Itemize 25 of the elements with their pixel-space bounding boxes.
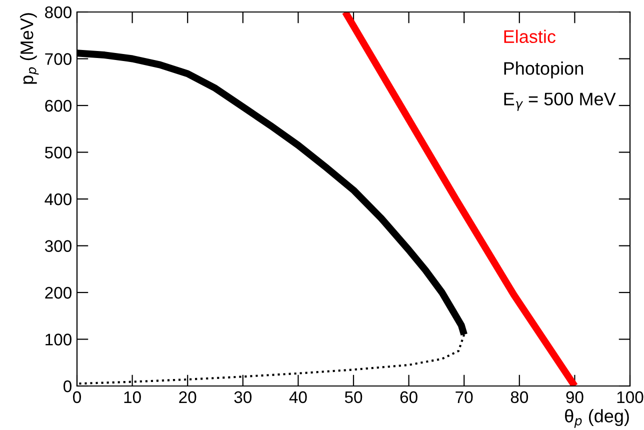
y-tick-label: 500 <box>45 146 72 158</box>
y-tick-label: 800 <box>45 6 72 18</box>
x-tick-label: 50 <box>344 391 362 404</box>
y-tick-label: 700 <box>45 53 72 65</box>
x-tick-label: 40 <box>289 391 307 404</box>
x-axis-title: θ$_{p}$ (deg) <box>565 409 629 428</box>
annotation: E$_{γ}$ = 500 MeV <box>504 92 616 111</box>
y-tick-label: 200 <box>45 286 72 299</box>
x-tick-label: 0 <box>73 391 81 404</box>
y-tick-label: 600 <box>45 100 72 112</box>
y-tick-label: 100 <box>46 334 72 346</box>
y-tick-label: 400 <box>44 193 72 206</box>
x-tick-label: 30 <box>234 391 252 404</box>
legend-label: Photopion <box>504 62 583 78</box>
x-tick-label: 80 <box>510 391 528 404</box>
x-tick-label: 90 <box>566 391 584 404</box>
x-tick-label: 70 <box>456 391 473 404</box>
y-tick-label: 300 <box>44 240 72 252</box>
x-tick-label: 20 <box>179 391 196 404</box>
text: Elastic <box>504 30 556 44</box>
x-tick-label: 10 <box>124 391 141 404</box>
x-tick-label: 100 <box>617 391 644 404</box>
y-tick-label: 0 <box>64 380 72 392</box>
x-tick-label: 60 <box>400 391 418 404</box>
y-axis-title: p$_{p}$ (MeV) <box>20 13 39 84</box>
